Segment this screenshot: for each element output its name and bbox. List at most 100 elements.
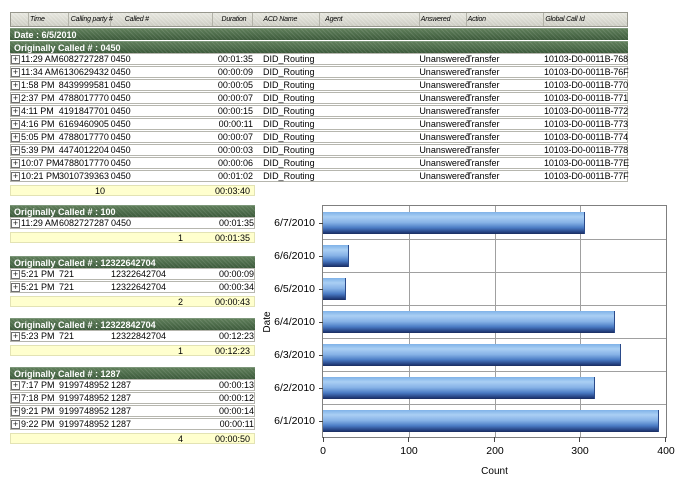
table-row[interactable]: +11:29 AM 6082727287 0450 00:01:35 DID_Routi…	[10, 53, 628, 65]
expand-icon[interactable]: +	[11, 106, 20, 116]
table-row[interactable]: +11:34 AM 6130629432 0450 00:00:09 DID_Routi…	[10, 66, 629, 78]
row-cell: Unanswered	[419, 80, 470, 90]
row-cell	[320, 54, 420, 64]
group-section: Originally Called # : 1287 +7:17 PM 919974…	[10, 367, 255, 444]
expand-icon[interactable]: +	[11, 54, 20, 64]
header-cell-answered: Answered	[420, 13, 467, 26]
table-row[interactable]: +5:05 PM 4788017770 0450 00:00:07 DID_Routin…	[10, 131, 628, 143]
row-cell: 0450	[110, 80, 131, 90]
row-cell	[320, 93, 420, 103]
table-row[interactable]: +5:21 PM 721 12322642704 00:00:34	[10, 281, 255, 293]
expand-icon[interactable]: +	[11, 67, 20, 77]
table-row[interactable]: +10:07 PM 4788017770 0450 00:00:06 DID_Routi…	[10, 157, 629, 169]
expand-icon[interactable]: +	[11, 119, 20, 129]
table-row[interactable]: +5:23 PM 721 12322842704 00:12:23	[10, 330, 255, 342]
date-group-label: Date : 6/5/2010	[14, 30, 77, 40]
summary-call-count: 2	[178, 297, 184, 307]
chart-x-tick	[665, 437, 666, 442]
table-row[interactable]: +11:29 AM 6082727287 0450 00:01:35	[10, 217, 255, 229]
row-cell: 9:21 PM	[21, 406, 55, 416]
chart-horizontal-gridline	[323, 371, 666, 372]
row-cell: 1:58 PM	[20, 80, 55, 90]
expand-icon[interactable]: +	[11, 145, 20, 155]
expand-icon[interactable]: +	[11, 218, 20, 228]
row-cell: 00:00:03	[217, 145, 253, 155]
called-group-bar: Originally Called # : 100	[10, 205, 255, 217]
row-cell	[320, 171, 420, 181]
row-cell: 1287	[111, 419, 132, 429]
row-cell: Unanswered	[419, 132, 470, 142]
summary-call-count: 1	[178, 346, 184, 356]
table-row[interactable]: +9:21 PM 9199748952 1287 00:00:14	[10, 405, 255, 417]
group-section: Originally Called # : 100 +11:29 AM 608272…	[10, 205, 255, 243]
table-row[interactable]: +10:21 PM 3010739363 0450 00:01:02 DID_Routi…	[10, 170, 629, 182]
expand-icon[interactable]: +	[11, 132, 20, 142]
expand-icon[interactable]: +	[11, 331, 20, 341]
summary-call-count: 10	[95, 186, 106, 196]
table-row[interactable]: +5:21 PM 721 12322642704 00:00:09	[10, 268, 255, 280]
group-summary-row: 2 00:00:43	[10, 296, 255, 307]
row-cell: 7:17 PM	[21, 380, 55, 390]
expand-cell: +	[11, 93, 21, 103]
row-cell: Unanswered	[419, 67, 470, 77]
row-cell: 0450	[110, 67, 131, 77]
row-cell: 9:22 PM	[21, 419, 55, 429]
row-cell: 6082727287	[59, 218, 110, 228]
row-cell: Unanswered	[419, 54, 470, 64]
chart-y-axis-title: Date	[262, 311, 273, 333]
table-row[interactable]: +7:17 PM 9199748952 1287 00:00:13	[10, 379, 255, 391]
table-row[interactable]: +7:18 PM 9199748952 1287 00:00:12	[10, 392, 255, 404]
row-cell: 3010739363	[58, 171, 110, 181]
table-row[interactable]: +9:22 PM 9199748952 1287 00:00:11	[10, 418, 255, 430]
chart-horizontal-gridline	[323, 272, 666, 273]
chart-y-tick	[319, 289, 323, 290]
expand-icon[interactable]: +	[11, 171, 20, 181]
table-row[interactable]: +5:39 PM 4474012204 0450 00:00:03 DID_Routin…	[10, 144, 628, 156]
row-cell: DID_Routing	[262, 93, 315, 103]
chart-horizontal-gridline	[323, 239, 666, 240]
table-row[interactable]: +1:58 PM 8439999581 0450 00:00:05 DID_Routin…	[10, 79, 628, 91]
row-cell: Transfer	[466, 132, 500, 142]
summary-total-duration: 00:00:43	[214, 297, 250, 307]
chart-y-tick	[319, 421, 323, 422]
row-cell: Transfer	[466, 119, 500, 129]
expand-icon[interactable]: +	[11, 393, 20, 403]
expand-icon[interactable]: +	[11, 80, 20, 90]
expand-icon[interactable]: +	[11, 93, 20, 103]
row-cell: 00:01:35	[217, 54, 253, 64]
row-cell: 5:21 PM	[21, 282, 55, 292]
row-cell: 5:23 PM	[21, 331, 55, 341]
called-group-bar: Originally Called # : 12322842704	[10, 318, 255, 330]
row-cell: 10103-D0-0011B-768	[543, 54, 629, 64]
expand-icon[interactable]: +	[11, 269, 20, 279]
group-section: Originally Called # : 12322842704 +5:23 P…	[10, 318, 255, 356]
row-cell: 9199748952	[59, 406, 110, 416]
row-cell: 5:39 PM	[20, 145, 55, 155]
expand-icon[interactable]: +	[11, 406, 20, 416]
table-row[interactable]: +2:37 PM 4788017770 0450 00:00:07 DID_Routin…	[10, 92, 628, 104]
table-row[interactable]: +4:16 PM 6169460905 0450 00:00:11 DID_Routin…	[10, 118, 628, 130]
row-cell: 6169460905	[58, 119, 109, 129]
expand-cell: +	[11, 106, 21, 116]
expand-icon[interactable]: +	[11, 419, 20, 429]
chart-x-tick	[579, 437, 580, 442]
table-row[interactable]: +4:11 PM 4191847701 0450 00:00:15 DID_Routin…	[10, 105, 628, 117]
expand-icon[interactable]: +	[11, 380, 20, 390]
row-cell: 9199748952	[59, 393, 110, 403]
row-cell: 4474012204	[58, 145, 109, 155]
header-cell-agent: Agent	[320, 13, 420, 26]
row-cell	[320, 119, 420, 129]
expand-icon[interactable]: +	[11, 282, 20, 292]
row-cell: 00:00:07	[217, 93, 253, 103]
expand-icon[interactable]: +	[11, 158, 20, 168]
chart-horizontal-gridline	[323, 305, 666, 306]
row-cell: 721	[59, 282, 75, 292]
row-cell: 00:00:07	[217, 132, 253, 142]
header-cell-duration: Duration	[213, 13, 254, 26]
row-cell: 7:18 PM	[21, 393, 55, 403]
row-cell: DID_Routing	[263, 171, 315, 181]
row-cell: 11:29 AM	[21, 218, 59, 228]
header-cell-calling-party-: Calling party #	[69, 13, 113, 26]
row-cell: Transfer	[466, 93, 500, 103]
row-cell: 0450	[110, 132, 131, 142]
